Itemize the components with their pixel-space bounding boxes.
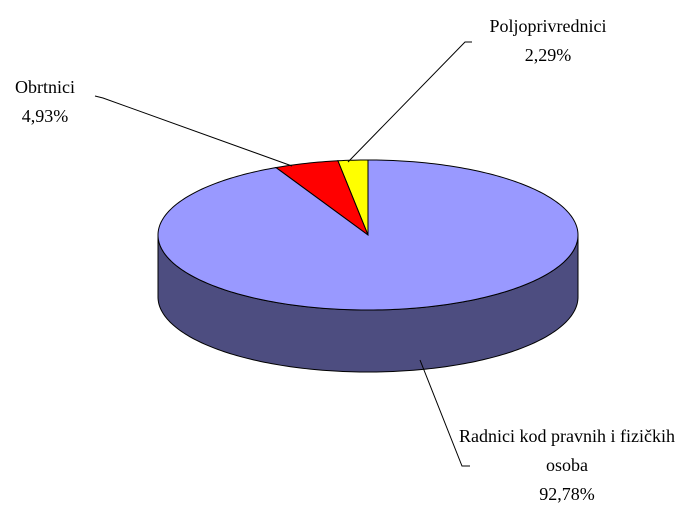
category-label: Poljoprivrednici (489, 16, 607, 36)
category-label: Radnici kod pravnih i fizičkih osoba (459, 426, 675, 475)
label: Obrtnici 4,93% (0, 73, 90, 131)
slice (274, 160, 370, 237)
tops (157, 159, 579, 311)
leader-line (94, 95, 293, 167)
leader-lines (94, 41, 472, 467)
label: Radnici kod pravnih i fizičkih osoba 92,… (457, 422, 677, 505)
label: Poljoprivrednici 2,29% (460, 12, 636, 70)
value-label: 4,93% (21, 106, 69, 126)
value-label: 92,78% (539, 484, 595, 504)
slice (157, 159, 579, 311)
value-label: 2,29% (524, 45, 572, 65)
category-label: Obrtnici (15, 77, 75, 97)
leader-line (419, 359, 470, 467)
leader-line (347, 41, 472, 163)
